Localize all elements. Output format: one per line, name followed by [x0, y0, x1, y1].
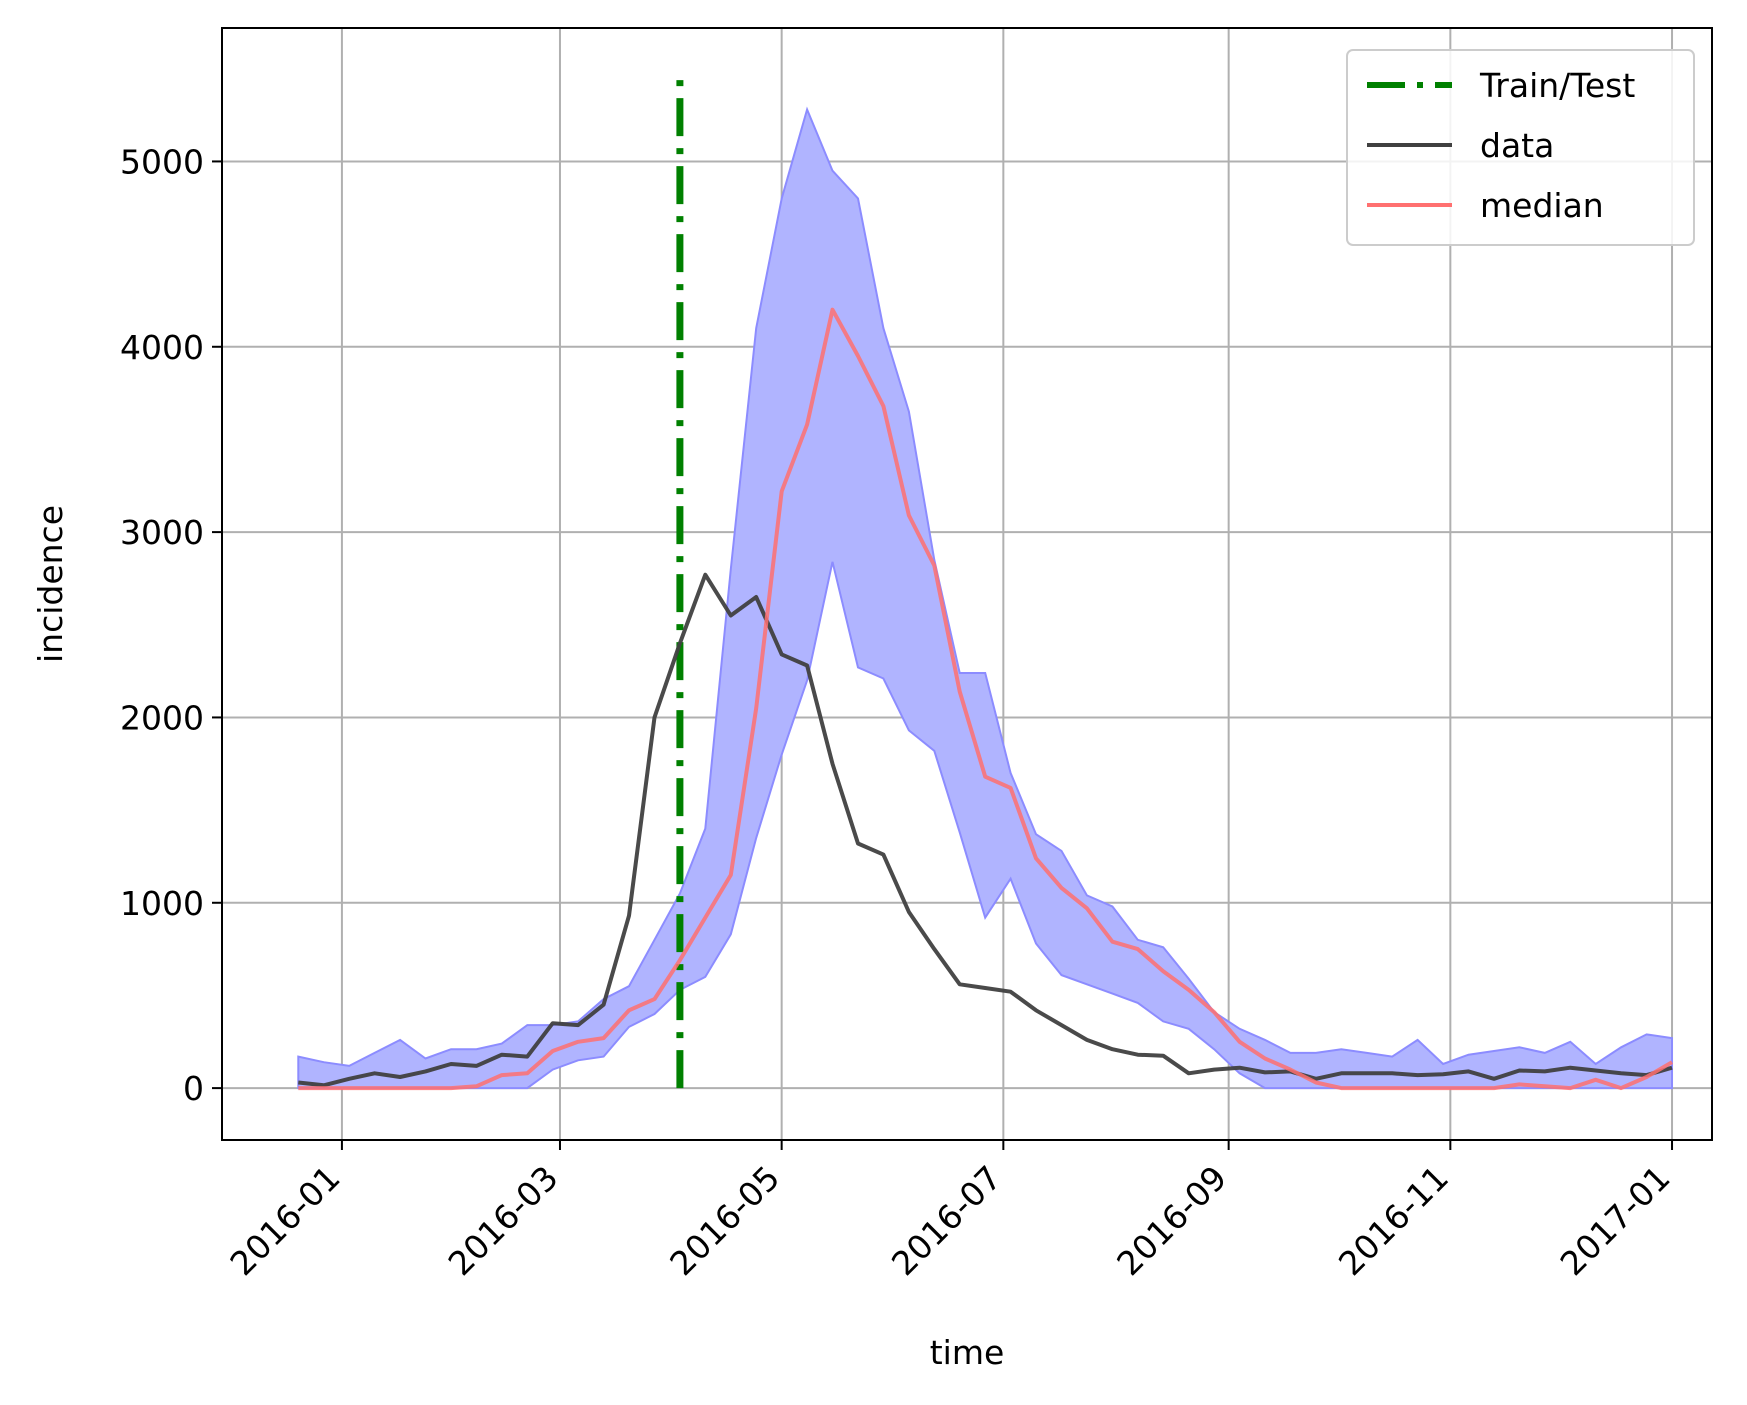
series-lines: [298, 78, 1674, 1091]
y-tick-label: 4000: [120, 328, 204, 367]
y-tick-label: 3000: [120, 513, 204, 552]
axes-frame: [221, 27, 1713, 1141]
series-line-median: [298, 307, 1674, 1091]
legend: Train/Test data median: [1346, 49, 1695, 246]
legend-entry-train-test-label: Train/Test: [1479, 66, 1635, 105]
uncertainty-band: [297, 106, 1673, 1090]
y-tick-label: 5000: [120, 142, 204, 181]
y-axis-ticks: 0 1000 2000 3000 4000 5000: [120, 142, 222, 1108]
y-tick-label: 1000: [120, 884, 204, 923]
y-tick-label: 2000: [120, 698, 204, 737]
series-line-data: [298, 572, 1673, 1088]
y-tick-label: 0: [183, 1069, 204, 1108]
uncertainty-band-area: [297, 106, 1673, 1090]
legend-entry-data-label: data: [1480, 126, 1554, 165]
x-axis-label: time: [930, 1333, 1005, 1372]
legend-entry-median-label: median: [1480, 186, 1604, 225]
legend-box: [1346, 49, 1695, 246]
y-axis-label: incidence: [31, 505, 70, 663]
